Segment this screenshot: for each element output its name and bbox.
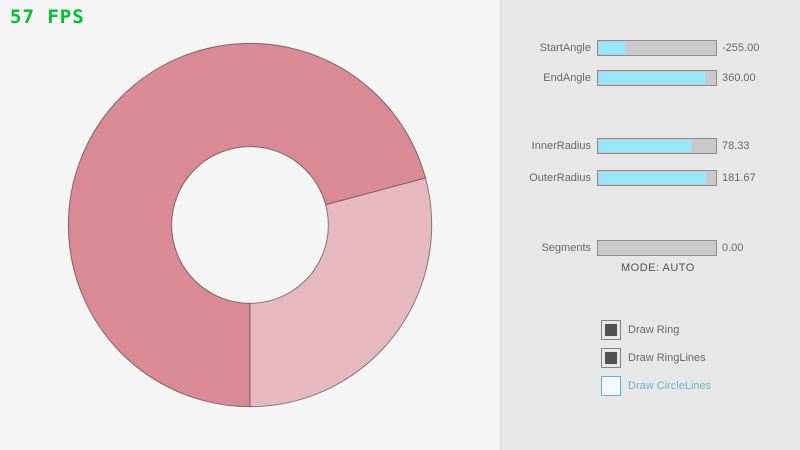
ring-segment (68, 43, 426, 407)
slider-row-start-angle: StartAngle -255.00 (501, 40, 800, 56)
end-angle-value: 360.00 (722, 72, 756, 84)
draw-circlelines-label: Draw CircleLines (628, 380, 712, 392)
draw-ring-label: Draw Ring (628, 324, 680, 336)
fps-counter: 57 FPS (10, 6, 85, 28)
start-angle-slider-fill (599, 42, 625, 54)
inner-radius-label: InnerRadius (531, 140, 591, 152)
checkbox-row-draw-circlelines: Draw CircleLines (601, 376, 711, 396)
ring-segment (250, 177, 432, 407)
ring-outer-outline (67, 42, 433, 408)
start-angle-label: StartAngle (539, 42, 591, 54)
inner-radius-slider[interactable] (597, 138, 717, 154)
draw-ringlines-check-icon (605, 352, 617, 364)
slider-row-segments: Segments 0.00 (501, 240, 800, 256)
slider-row-outer-radius: OuterRadius 181.67 (501, 170, 800, 186)
outer-radius-slider-fill (599, 172, 707, 184)
draw-ringlines-checkbox[interactable] (601, 348, 621, 368)
draw-ringlines-label: Draw RingLines (628, 352, 706, 364)
controls-panel: StartAngle -255.00 EndAngle 360.00 Inner… (500, 0, 800, 450)
outer-radius-value: 181.67 (722, 172, 756, 184)
ring-boundary-line (325, 177, 426, 206)
ring-chart (67, 42, 433, 408)
start-angle-value: -255.00 (722, 42, 760, 54)
outer-radius-slider[interactable] (597, 170, 717, 186)
end-angle-slider-fill (599, 72, 706, 84)
checkbox-row-draw-ring: Draw Ring (601, 320, 679, 340)
segments-slider[interactable] (597, 240, 717, 256)
slider-row-inner-radius: InnerRadius 78.33 (501, 138, 800, 154)
ring-inner-outline (171, 146, 329, 304)
mode-text: MODE: AUTO (621, 262, 695, 274)
checkbox-row-draw-ringlines: Draw RingLines (601, 348, 706, 368)
outer-radius-label: OuterRadius (529, 172, 591, 184)
end-angle-slider[interactable] (597, 70, 717, 86)
end-angle-label: EndAngle (543, 72, 591, 84)
segments-label: Segments (541, 242, 591, 254)
inner-radius-slider-fill (599, 140, 692, 152)
draw-circlelines-checkbox[interactable] (601, 376, 621, 396)
start-angle-slider[interactable] (597, 40, 717, 56)
draw-ring-checkbox[interactable] (601, 320, 621, 340)
inner-radius-value: 78.33 (722, 140, 750, 152)
segments-value: 0.00 (722, 242, 744, 254)
slider-row-end-angle: EndAngle 360.00 (501, 70, 800, 86)
draw-ring-check-icon (605, 324, 617, 336)
